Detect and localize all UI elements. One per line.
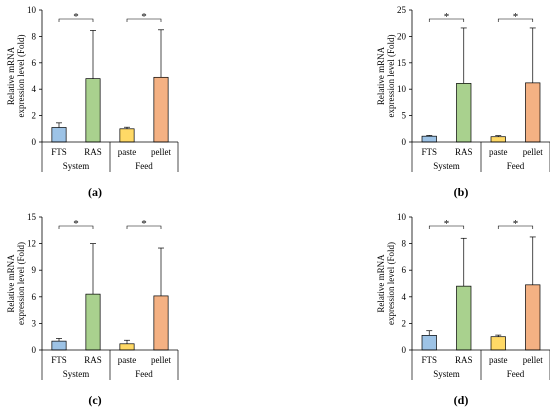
panel-4-category-label: paste	[489, 355, 508, 365]
panel-1-significance-star: *	[73, 11, 79, 23]
panel-4-bar-fts	[421, 335, 437, 351]
panel-3-significance-star: *	[141, 218, 147, 230]
panel-4-ylabel-line2: expression level (Fold)	[386, 242, 396, 325]
panel-3-significance-bracket	[126, 225, 162, 229]
panel-1-ylabel-line2: expression level (Fold)	[16, 35, 26, 118]
panel-2-ytick-label: 20	[397, 31, 407, 41]
panel-3-significance-bracket	[58, 225, 94, 229]
panel-2-ylabel-line1: Relative mRNA	[376, 46, 386, 105]
panel-2-label: (b)	[454, 185, 469, 199]
panel-4-bar-ras	[456, 285, 472, 351]
panel-3-significance-star: *	[73, 218, 79, 230]
panel-3-ytick-label: 9	[32, 265, 37, 275]
panel-3-ytick-label: 12	[27, 239, 36, 249]
panel-3-bar-pellet	[153, 295, 169, 351]
panel-3-bar-fts	[51, 340, 67, 351]
panel-4-group-label: System	[433, 369, 460, 379]
panel-2-group-label: System	[433, 161, 460, 171]
panel-3-ytick-label: 0	[32, 345, 37, 355]
panel-2-category-label: paste	[489, 147, 508, 157]
panel-1-label: (a)	[88, 185, 102, 199]
panel-3-category-label: pellet	[151, 355, 171, 365]
panel-4-significance-bracket	[428, 225, 465, 229]
panel-1-group-label: System	[63, 161, 90, 171]
panel-3-ylabel-line2: expression level (Fold)	[16, 242, 26, 325]
panel-4-ylabel-line1: Relative mRNA	[376, 254, 386, 313]
panel-2-bar-paste	[490, 136, 506, 143]
panel-4-significance-star: *	[513, 218, 519, 230]
panel-3-category-label: paste	[118, 355, 137, 365]
panel-2-significance-bracket	[497, 18, 534, 22]
panel-3-label: (c)	[88, 393, 101, 407]
panel-1-bar-paste	[119, 128, 135, 143]
panel-1-category-label: paste	[118, 147, 137, 157]
panel-2-significance-star: *	[444, 11, 450, 23]
panel-2-ytick-label: 5	[402, 111, 407, 121]
panel-3-ytick-label: 15	[27, 212, 37, 222]
panel-1-bar-fts	[51, 127, 67, 143]
panel-1-significance-star: *	[141, 11, 147, 23]
panel-1-category-label: pellet	[151, 147, 171, 157]
panel-1-ytick-label: 2	[32, 111, 37, 121]
panel-4-significance-star: *	[444, 218, 450, 230]
panel-1-significance-bracket	[58, 18, 94, 22]
panel-4-ytick-label: 0	[402, 345, 407, 355]
panel-2-ytick-label: 15	[397, 58, 407, 68]
panel-4-group-label: Feed	[507, 369, 525, 379]
panel-4-significance-bracket	[497, 225, 534, 229]
panel-3-ytick-label: 6	[32, 292, 37, 302]
panel-1-category-label: FTS	[51, 147, 67, 157]
panel-1-bar-pellet	[153, 76, 169, 143]
panel-2-ytick-label: 25	[397, 5, 407, 15]
panel-3-group-label: Feed	[135, 369, 153, 379]
panel-2-ylabel-line2: expression level (Fold)	[386, 35, 396, 118]
panel-4-ytick-label: 4	[402, 292, 407, 302]
panel-2-ytick-label: 10	[397, 84, 407, 94]
panel-1-ytick-label: 10	[27, 5, 37, 15]
panel-1-category-label: RAS	[84, 147, 102, 157]
panel-2-category-label: pellet	[523, 147, 543, 157]
panel-4-category-label: pellet	[523, 355, 543, 365]
panel-4-category-label: RAS	[455, 355, 473, 365]
panel-3-bar-ras	[85, 293, 101, 351]
panel-3-ytick-label: 3	[32, 318, 37, 328]
panel-2-category-label: RAS	[455, 147, 473, 157]
panel-2-significance-star: *	[513, 11, 519, 23]
panel-1-ylabel-line1: Relative mRNA	[6, 46, 16, 105]
panel-1-ytick-label: 0	[32, 137, 37, 147]
panel-1-group-label: Feed	[135, 161, 153, 171]
panel-2-group-label: Feed	[507, 161, 525, 171]
panel-4-ytick-label: 2	[402, 318, 407, 328]
panel-3-category-label: FTS	[51, 355, 67, 365]
panel-2-significance-bracket	[428, 18, 465, 22]
panel-3-bar-paste	[119, 343, 135, 351]
panel-2-bar-ras	[456, 83, 472, 143]
panel-4-label: (d)	[454, 393, 469, 407]
panel-1-ytick-label: 4	[32, 84, 37, 94]
panel-3-group-label: System	[63, 369, 90, 379]
panel-4-bar-pellet	[525, 284, 541, 351]
panel-2-category-label: FTS	[421, 147, 437, 157]
panel-2-bar-fts	[421, 135, 437, 143]
panel-4-bar-paste	[490, 336, 506, 351]
panel-3-ylabel-line1: Relative mRNA	[6, 254, 16, 313]
panel-4-ytick-label: 6	[402, 265, 407, 275]
panel-1-ytick-label: 8	[32, 31, 37, 41]
panel-1-significance-bracket	[126, 18, 162, 22]
panel-1-ytick-label: 6	[32, 58, 37, 68]
panel-3-category-label: RAS	[84, 355, 102, 365]
panel-4-category-label: FTS	[421, 355, 437, 365]
panel-2-ytick-label: 0	[402, 137, 407, 147]
panel-4-ytick-label: 10	[397, 212, 407, 222]
panel-2-bar-pellet	[525, 82, 541, 143]
panel-4-ytick-label: 8	[402, 239, 407, 249]
panel-1-bar-ras	[85, 78, 101, 143]
